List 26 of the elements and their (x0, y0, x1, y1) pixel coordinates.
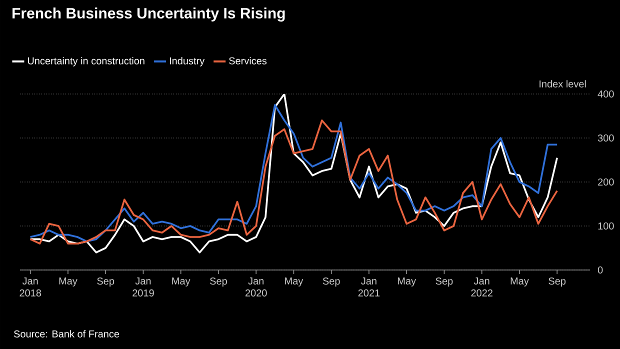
x-tick-label: May (398, 278, 416, 286)
x-tick-label: May (172, 278, 190, 286)
y-tick-label: 300 (598, 134, 614, 142)
x-tick-label: Jan 2022 (471, 278, 492, 297)
x-tick-label: Sep (210, 278, 227, 287)
source-note: Source: Bank of France (14, 330, 120, 338)
legend-label: Services (229, 57, 267, 64)
y-tick-label: 200 (598, 178, 614, 186)
y-tick-label: 100 (598, 222, 614, 230)
x-tick-label: Sep (322, 278, 340, 287)
x-tick-label: May (59, 278, 78, 286)
x-tick-label: Sep (97, 278, 114, 287)
y-tick-label: 0 (598, 266, 603, 274)
legend-label: Uncertainty in construction (28, 57, 144, 66)
x-tick-label: Jan 2021 (358, 278, 380, 297)
x-tick-label: Jan 2020 (245, 278, 267, 297)
x-tick-label: Jan 2018 (20, 278, 42, 297)
y-tick-label: 400 (598, 90, 614, 98)
y-axis-title: Index level (540, 80, 586, 88)
x-tick-label: May (285, 278, 304, 286)
x-tick-label: Sep (436, 278, 453, 287)
x-tick-label: Sep (548, 278, 566, 287)
x-tick-label: May (510, 278, 529, 286)
chart-title: French Business Uncertainty Is Rising (12, 8, 285, 22)
legend-label: Industry (170, 57, 205, 66)
x-tick-label: Jan 2019 (132, 278, 154, 297)
